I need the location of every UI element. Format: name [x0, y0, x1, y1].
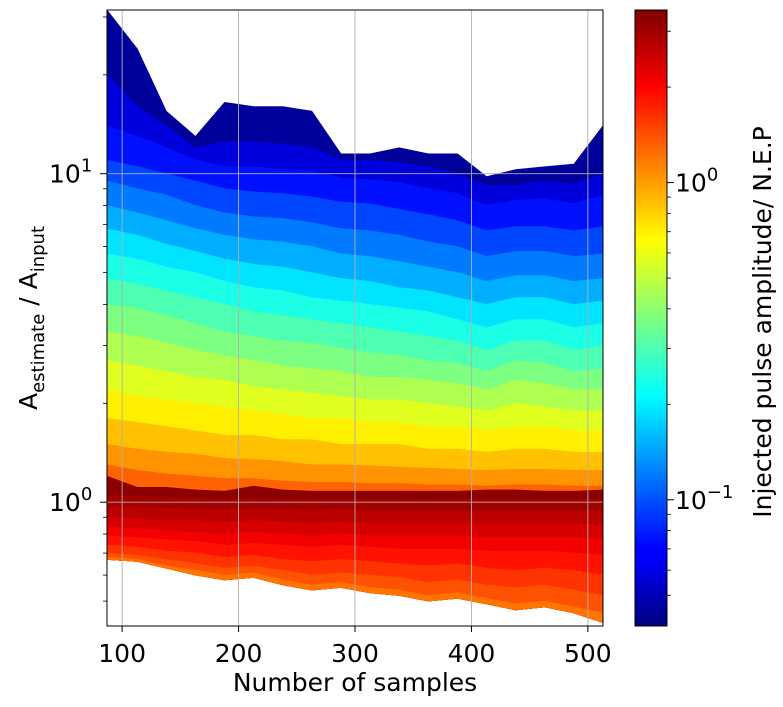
colorbar-tick-label-0: 100: [675, 165, 718, 198]
x-axis-label: Number of samples: [233, 668, 477, 697]
colorbar-ticks: 100 10−1: [667, 30, 733, 596]
colorbar-label: Injected pulse amplitude/ N.E.P: [748, 126, 777, 517]
y-axis-label: Aestimate / Ainput: [14, 226, 49, 410]
colorbar: 100 10−1 Injected pulse amplitude/ N.E.P: [634, 9, 777, 627]
x-tick-label-0: 100: [98, 639, 146, 668]
colorbar-gradient: [634, 9, 668, 627]
colorbar-tick-label-1: 10−1: [675, 482, 733, 515]
y-axis-label-base: A: [14, 393, 43, 410]
x-tick-label-2: 300: [331, 639, 379, 668]
y-axis-ticks: 100 101: [49, 16, 107, 602]
y-tick-label-0: 100: [49, 484, 92, 517]
grid-lines: [107, 10, 603, 626]
y-axis-label-mid: / A: [14, 272, 43, 313]
y-axis-label-sub1: estimate: [28, 314, 49, 393]
x-tick-label-3: 400: [448, 639, 496, 668]
x-axis-ticks: 100 200 300 400 500: [98, 626, 612, 668]
y-tick-label-1: 101: [49, 156, 92, 189]
x-tick-label-4: 500: [564, 639, 612, 668]
y-axis-label-sub2: input: [28, 226, 49, 272]
x-tick-label-1: 200: [215, 639, 263, 668]
